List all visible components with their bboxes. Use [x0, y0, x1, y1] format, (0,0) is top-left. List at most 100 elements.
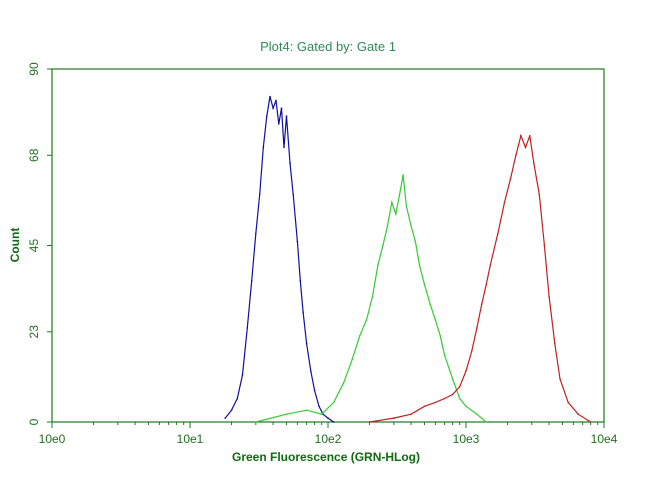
y-tick-label: 90 [27, 62, 41, 76]
series-layer [224, 95, 592, 423]
data-point [272, 107, 274, 109]
data-point [414, 240, 417, 243]
data-point [485, 421, 488, 423]
data-point [439, 334, 442, 337]
data-point [543, 244, 546, 247]
data-point [285, 115, 288, 117]
series-line-3 [369, 133, 591, 423]
data-point [423, 283, 426, 286]
data-point [327, 417, 329, 419]
data-point [480, 303, 483, 306]
data-point [458, 397, 461, 400]
data-point [289, 162, 291, 164]
data-point [241, 374, 244, 376]
data-point [313, 389, 316, 392]
data-point [395, 213, 397, 215]
data-point [230, 409, 233, 412]
data-point [559, 378, 561, 380]
data-point [503, 201, 506, 204]
data-point [393, 417, 395, 419]
data-point [302, 311, 304, 314]
data-point [365, 319, 368, 321]
data-point [476, 413, 478, 416]
data-point [275, 99, 277, 102]
data-point [320, 413, 323, 416]
data-point [224, 417, 226, 419]
data-point [255, 232, 257, 235]
y-tick-label: 0 [27, 418, 41, 425]
data-point [465, 370, 467, 372]
data-point [382, 244, 384, 247]
data-point [458, 385, 461, 388]
data-point [368, 421, 371, 423]
data-point [391, 201, 393, 204]
data-point [318, 405, 320, 408]
data-point [386, 225, 389, 227]
chart-title: Plot4: Gated by: Gate 1 [260, 39, 396, 54]
data-point [538, 193, 541, 196]
series-line-1 [224, 96, 335, 423]
data-point [423, 405, 426, 408]
data-point [305, 342, 308, 345]
x-tick-label: 10e4 [591, 432, 618, 446]
y-tick-label: 23 [27, 325, 41, 339]
x-axis: 10e0 10e1 10e2 10e3 10e4 [39, 422, 618, 446]
data-point [292, 193, 295, 196]
data-point [470, 350, 473, 353]
y-tick-label: 68 [27, 148, 41, 162]
data-point [246, 327, 249, 329]
data-point [533, 162, 535, 164]
data-point [451, 393, 454, 396]
data-point [285, 413, 288, 416]
data-point [520, 134, 522, 137]
data-point [489, 264, 492, 266]
x-tick-label: 10e0 [39, 432, 66, 446]
data-point [377, 264, 379, 266]
x-axis-label: Green Fluorescence (GRN-HLog) [232, 450, 420, 464]
data-point [451, 378, 454, 380]
data-point [255, 421, 257, 423]
data-point [258, 193, 261, 196]
x-tick-label: 10e1 [177, 432, 204, 446]
data-point [280, 107, 283, 109]
data-point [402, 174, 404, 176]
data-point [269, 95, 271, 98]
data-point [342, 382, 345, 384]
data-point [509, 178, 512, 180]
data-point [567, 401, 569, 404]
data-point [476, 327, 478, 329]
data-point [577, 413, 579, 416]
data-point [236, 397, 239, 400]
data-point [429, 303, 432, 306]
data-point [485, 283, 488, 286]
data-point [359, 334, 361, 337]
data-point [554, 342, 556, 345]
data-point [515, 154, 517, 157]
data-point [332, 401, 335, 404]
data-point [529, 134, 531, 137]
data-point [332, 421, 335, 423]
data-point [305, 409, 308, 412]
data-point [410, 225, 412, 227]
data-point [262, 146, 265, 149]
data-point [443, 354, 446, 357]
data-point [524, 146, 527, 149]
data-point [278, 123, 280, 125]
data-point [434, 319, 437, 321]
plot-frame [51, 68, 605, 423]
data-point [405, 205, 408, 208]
data-point [310, 370, 312, 372]
data-point [371, 295, 374, 298]
data-point [418, 264, 421, 266]
data-point [351, 358, 354, 361]
y-axis-label: Count [8, 228, 22, 263]
data-point [548, 295, 550, 298]
data-point [465, 405, 467, 408]
data-point [443, 397, 446, 400]
data-point [250, 280, 253, 282]
data-point [497, 232, 499, 235]
y-axis: 0 23 45 68 90 [27, 62, 52, 425]
data-point [398, 193, 401, 196]
